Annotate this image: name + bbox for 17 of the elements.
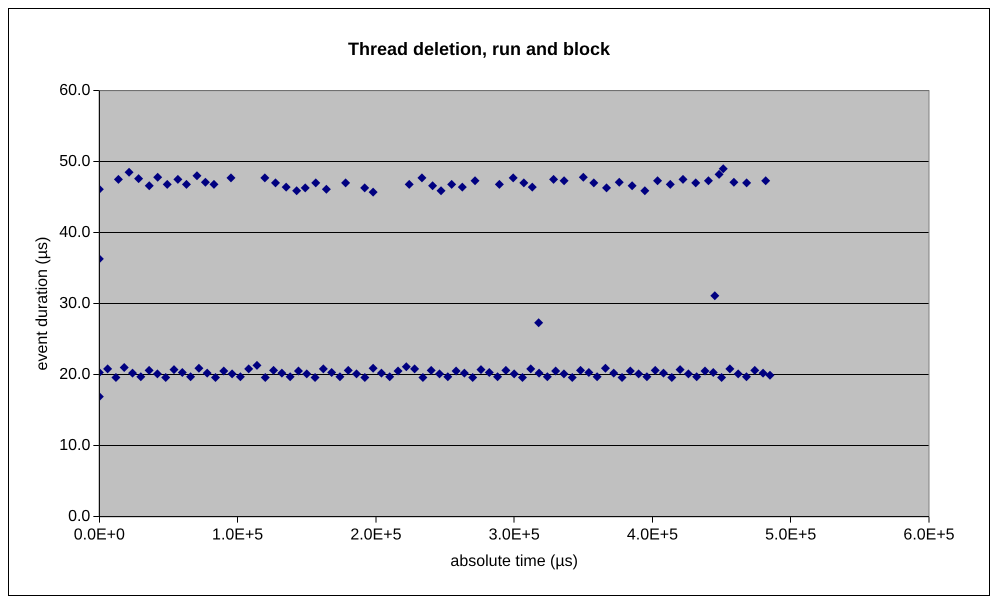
x-tick-label: 5.0E+5: [765, 526, 816, 544]
x-tick-label: 1.0E+5: [212, 526, 264, 544]
x-axis-title: absolute time (µs): [450, 552, 578, 570]
y-tick-label: 40.0: [59, 224, 90, 242]
y-tick-label: 0.0: [68, 508, 90, 526]
x-tick-label: 4.0E+5: [626, 526, 678, 544]
chart-title: Thread deletion, run and block: [348, 38, 611, 59]
y-tick-label: 10.0: [59, 437, 90, 454]
y-tick-label: 30.0: [59, 295, 90, 312]
x-tick-label: 2.0E+5: [350, 526, 402, 544]
x-tick-label: 6.0E+5: [903, 526, 955, 544]
x-tick-label: 0.0E+0: [74, 526, 126, 544]
y-tick-label: 50.0: [59, 153, 90, 170]
y-tick-label: 60.0: [59, 82, 90, 100]
x-tick-label: 3.0E+5: [488, 526, 540, 544]
y-axis-title: event duration (µs): [34, 236, 52, 370]
y-tick-label: 20.0: [59, 366, 90, 384]
